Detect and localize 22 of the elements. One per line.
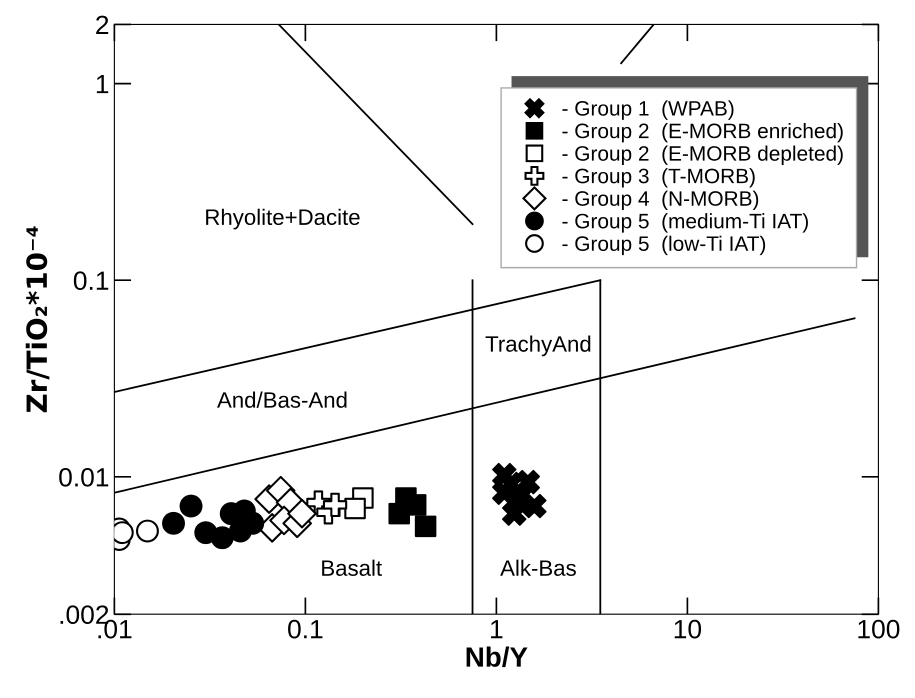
annotation: TrachyAnd xyxy=(486,336,590,356)
annotation: Rhyolite+Dacite xyxy=(206,208,360,230)
legend-label: - Group 2 (E-MORB depleted) xyxy=(562,146,843,165)
legend-label: - Group 1 (WPAB) xyxy=(562,100,734,120)
legend-label: - Group 3 (T-MORB) xyxy=(562,168,755,188)
annotation: And/Bas-And xyxy=(217,392,347,408)
y-tick-label: 0.01 xyxy=(59,468,108,487)
x-tick-label: 0.1 xyxy=(288,620,322,638)
legend-label: - Group 5 (medium-Ti IAT) xyxy=(562,213,808,233)
legend-label: - Group 4 (N-MORB) xyxy=(562,190,758,210)
x-tick-label: 100 xyxy=(858,620,900,638)
annotation: Basalt xyxy=(322,560,382,576)
x-axis-title: Nb/Y xyxy=(466,646,528,668)
annotation: Alk-Bas xyxy=(500,560,576,576)
y-tick-label: 0.1 xyxy=(74,271,108,290)
y-tick-label: 2 xyxy=(96,16,108,34)
y-axis-title: Zr/TiO₂*10⁻⁴ xyxy=(26,226,50,412)
x-tick-label: 10 xyxy=(674,620,702,638)
legend-label: - Group 5 (low-Ti IAT) xyxy=(562,236,766,256)
y-tick-label: 1 xyxy=(96,75,108,94)
x-tick-label: 1 xyxy=(491,620,502,638)
legend-label: - Group 2 (E-MORB enriched) xyxy=(562,122,843,142)
